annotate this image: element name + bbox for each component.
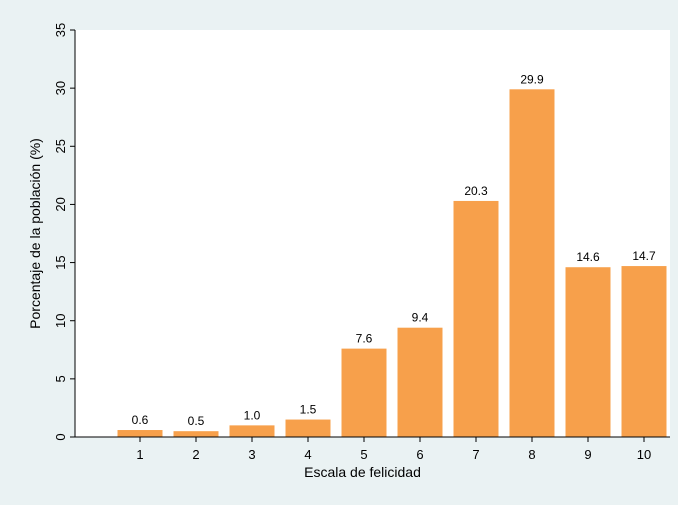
- bar: [621, 266, 667, 437]
- x-tick-label: 6: [416, 447, 423, 462]
- x-tick-label: 2: [192, 447, 199, 462]
- y-tick-label: 15: [53, 255, 68, 269]
- bar: [565, 267, 611, 437]
- y-tick-label: 20: [53, 197, 68, 211]
- bar-value-label: 14.6: [576, 250, 600, 264]
- y-tick-label: 25: [53, 139, 68, 153]
- y-tick-label: 0: [53, 433, 68, 440]
- bar: [341, 348, 387, 437]
- bar-value-label: 7.6: [356, 332, 373, 346]
- bar-value-label: 9.4: [412, 311, 429, 325]
- x-tick-label: 7: [472, 447, 479, 462]
- x-tick-label: 10: [637, 447, 651, 462]
- bar-value-label: 29.9: [520, 72, 544, 86]
- bar-value-label: 0.6: [132, 413, 149, 427]
- x-tick-label: 5: [360, 447, 367, 462]
- bars: [117, 89, 667, 437]
- y-tick-label: 5: [53, 375, 68, 382]
- bar: [453, 200, 499, 437]
- x-axis-title: Escala de felicidad: [304, 464, 421, 480]
- x-tick-label: 8: [528, 447, 535, 462]
- bar: [117, 430, 163, 437]
- bar-value-label: 0.5: [188, 414, 205, 428]
- bar-value-label: 1.5: [300, 403, 317, 417]
- y-tick-label: 35: [53, 23, 68, 37]
- x-tick-label: 9: [584, 447, 591, 462]
- x-tick-label: 3: [248, 447, 255, 462]
- bar: [397, 327, 443, 437]
- bar-value-label: 1.0: [244, 408, 261, 422]
- y-tick-label: 10: [53, 313, 68, 327]
- x-tick-label: 4: [304, 447, 311, 462]
- x-tick-label: 1: [136, 447, 143, 462]
- bar-value-label: 20.3: [464, 184, 488, 198]
- y-tick-label: 30: [53, 81, 68, 95]
- bar-value-label: 14.7: [632, 249, 656, 263]
- bar: [285, 419, 331, 437]
- bar: [509, 89, 555, 437]
- bar: [229, 425, 275, 437]
- y-axis-title: Porcentaje de la población (%): [27, 138, 43, 329]
- data-labels: 0.6 0.5 1.0 1.5 7.6 9.4 20.3 29.9 14.6 14.7: [132, 72, 656, 428]
- y-axis-ticks: 0 5 10 15 20 25 30 35: [53, 23, 75, 441]
- x-axis-ticks: 1 2 3 4 5 6 7 8 9 10: [136, 437, 651, 462]
- bar: [173, 431, 219, 437]
